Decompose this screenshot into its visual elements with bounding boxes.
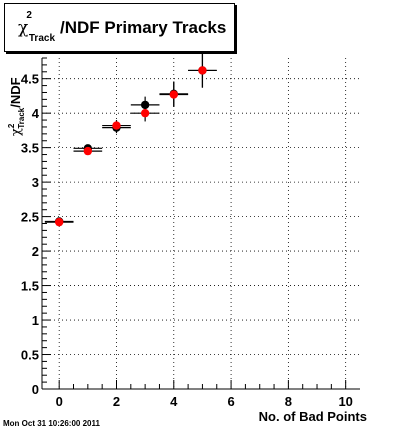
y-tick-label: 4 [32, 106, 40, 121]
title-superscript: 2 [26, 10, 32, 22]
data-point [169, 90, 178, 99]
y-tick-label: 2 [32, 244, 39, 259]
x-axis-label: No. of Bad Points [259, 409, 367, 424]
title-chi-symbol: χ [18, 18, 29, 38]
y-tick-label: 3 [32, 175, 39, 190]
chart-title: χ2 Track/NDF Primary Tracks [18, 10, 227, 44]
data-points [44, 53, 217, 227]
y-axis-label: χ2Track/NDF [7, 77, 26, 136]
title-box: χ2 Track/NDF Primary Tracks [4, 3, 235, 52]
x-tick-label: 10 [338, 394, 352, 409]
data-point [112, 121, 121, 130]
y-tick-label: 2.5 [21, 210, 39, 225]
title-suffix: /NDF Primary Tracks [60, 18, 227, 37]
x-tick-label: 8 [285, 394, 292, 409]
x-tick-label: 6 [227, 394, 234, 409]
timestamp: Mon Oct 31 10:26:00 2011 [3, 419, 100, 428]
y-tick-label: 1.5 [21, 279, 39, 294]
data-point [198, 66, 207, 75]
title-subscript: Track [28, 33, 56, 45]
axes: 0 2 4 6 8 10 0 0.5 1 1.5 2 2.5 3 3.5 4 4.5 [21, 57, 360, 409]
y-tick-label: 0 [32, 382, 39, 397]
x-tick-label: 2 [113, 394, 120, 409]
data-point [54, 217, 64, 227]
y-tick-label: 1 [32, 313, 39, 328]
data-point [140, 108, 150, 118]
y-tick-label: 4.5 [21, 72, 39, 87]
x-tick-label: 0 [56, 394, 63, 409]
data-point [83, 146, 93, 156]
grid [42, 58, 360, 390]
y-axis-title-text: χ2Track/NDF [7, 77, 26, 136]
y-tick-label: 0.5 [21, 348, 39, 363]
x-tick-label: 4 [170, 394, 178, 409]
y-tick-label: 3.5 [21, 141, 39, 156]
